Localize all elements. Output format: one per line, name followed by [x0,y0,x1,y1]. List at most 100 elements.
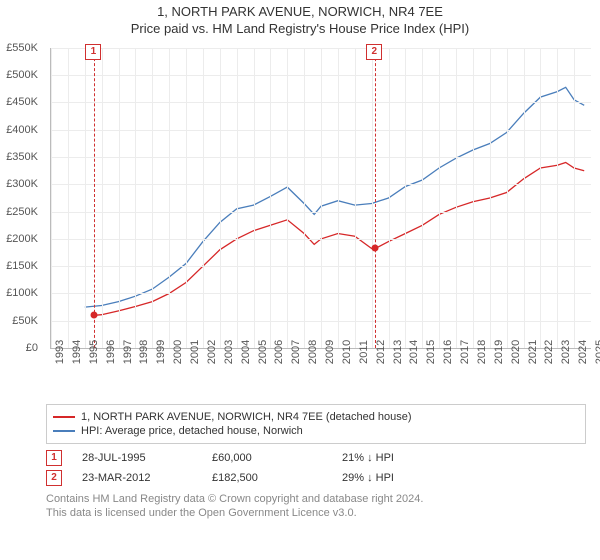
y-axis-label: £200K [0,233,38,245]
gridline-v [287,48,288,348]
x-axis-label: 2011 [358,340,370,364]
reference-line [375,48,376,348]
x-axis-label: 2014 [408,340,420,364]
gridline-v [169,48,170,348]
gridline-v [135,48,136,348]
gridline-v [490,48,491,348]
gridline-v [220,48,221,348]
x-axis-label: 2007 [290,340,302,364]
gridline-v [473,48,474,348]
y-axis-label: £300K [0,178,38,190]
gridline-v [321,48,322,348]
data-marker [91,312,98,319]
gridline-v [237,48,238,348]
x-axis-label: 1998 [138,340,150,364]
y-axis-label: £250K [0,206,38,218]
x-axis-label: 2003 [223,340,235,364]
x-axis-label: 2001 [189,340,201,364]
x-axis-label: 2021 [527,340,539,364]
gridline-v [557,48,558,348]
x-axis-label: 1997 [122,340,134,364]
gridline-v [203,48,204,348]
datapoint-table: 1 28-JUL-1995£60,00021% ↓ HPI 2 23-MAR-2012… [46,450,586,486]
legend-label: HPI: Average price, detached house, Norw… [81,425,303,437]
legend-box: 1, NORTH PARK AVENUE, NORWICH, NR4 7EE (… [46,404,586,444]
license-text: Contains HM Land Registry data © Crown c… [46,492,586,521]
gridline-v [405,48,406,348]
y-axis-label: £350K [0,151,38,163]
x-axis-label: 2008 [307,340,319,364]
gridline-v [102,48,103,348]
datapoint-delta: 21% ↓ HPI [342,452,472,464]
legend-item: 1, NORTH PARK AVENUE, NORWICH, NR4 7EE (… [53,411,579,423]
datapoint-index: 1 [46,450,62,466]
gridline-v [439,48,440,348]
y-axis-label: £100K [0,287,38,299]
gridline-v [186,48,187,348]
datapoint-price: £60,000 [212,452,342,464]
reference-marker: 1 [85,44,101,60]
gridline-v [51,48,52,348]
datapoint-index: 2 [46,470,62,486]
x-axis-label: 2009 [324,340,336,364]
gridline-v [85,48,86,348]
y-axis-label: £0 [0,342,38,354]
datapoint-date: 28-JUL-1995 [82,452,212,464]
y-axis-label: £400K [0,124,38,136]
y-axis-label: £150K [0,260,38,272]
datapoint-price: £182,500 [212,472,342,484]
x-axis-label: 2024 [577,340,589,364]
legend-label: 1, NORTH PARK AVENUE, NORWICH, NR4 7EE (… [81,411,412,423]
reference-line [94,48,95,348]
gridline-v [456,48,457,348]
datapoint-delta: 29% ↓ HPI [342,472,472,484]
gridline-v [540,48,541,348]
x-axis-label: 2017 [459,340,471,364]
gridline-v [524,48,525,348]
x-axis-label: 2025 [594,340,600,364]
x-axis-label: 2002 [206,340,218,364]
x-axis-label: 2006 [273,340,285,364]
gridline-v [270,48,271,348]
x-axis-label: 2000 [172,340,184,364]
x-axis-label: 2013 [392,340,404,364]
license-line1: Contains HM Land Registry data © Crown c… [46,492,586,506]
x-axis-label: 2023 [560,340,572,364]
x-axis-label: 2019 [493,340,505,364]
gridline-v [389,48,390,348]
gridline-v [68,48,69,348]
series-line [85,87,584,307]
x-axis-label: 1994 [71,340,83,364]
datapoint-row: 1 28-JUL-1995£60,00021% ↓ HPI [46,450,586,466]
gridline-v [574,48,575,348]
y-axis-label: £450K [0,96,38,108]
x-axis-label: 2005 [257,340,269,364]
gridline-v [119,48,120,348]
y-axis-label: £50K [0,315,38,327]
x-axis-label: 2022 [543,340,555,364]
chart-title-line2: Price paid vs. HM Land Registry's House … [0,21,600,36]
x-axis-label: 2016 [442,340,454,364]
datapoint-row: 2 23-MAR-2012£182,50029% ↓ HPI [46,470,586,486]
x-axis-label: 1995 [88,340,100,364]
x-axis-label: 1999 [155,340,167,364]
x-axis-label: 2020 [510,340,522,364]
y-axis-label: £500K [0,69,38,81]
x-axis-label: 1993 [54,340,66,364]
x-axis-label: 1996 [105,340,117,364]
gridline-v [355,48,356,348]
gridline-v [254,48,255,348]
gridline-v [422,48,423,348]
data-marker [372,245,379,252]
license-line2: This data is licensed under the Open Gov… [46,506,586,520]
datapoint-date: 23-MAR-2012 [82,472,212,484]
gridline-v [372,48,373,348]
gridline-v [338,48,339,348]
chart-plot [50,48,591,349]
x-axis-label: 2018 [476,340,488,364]
legend-item: HPI: Average price, detached house, Norw… [53,425,579,437]
x-axis-label: 2004 [240,340,252,364]
legend-swatch [53,430,75,432]
gridline-v [152,48,153,348]
legend-swatch [53,416,75,418]
